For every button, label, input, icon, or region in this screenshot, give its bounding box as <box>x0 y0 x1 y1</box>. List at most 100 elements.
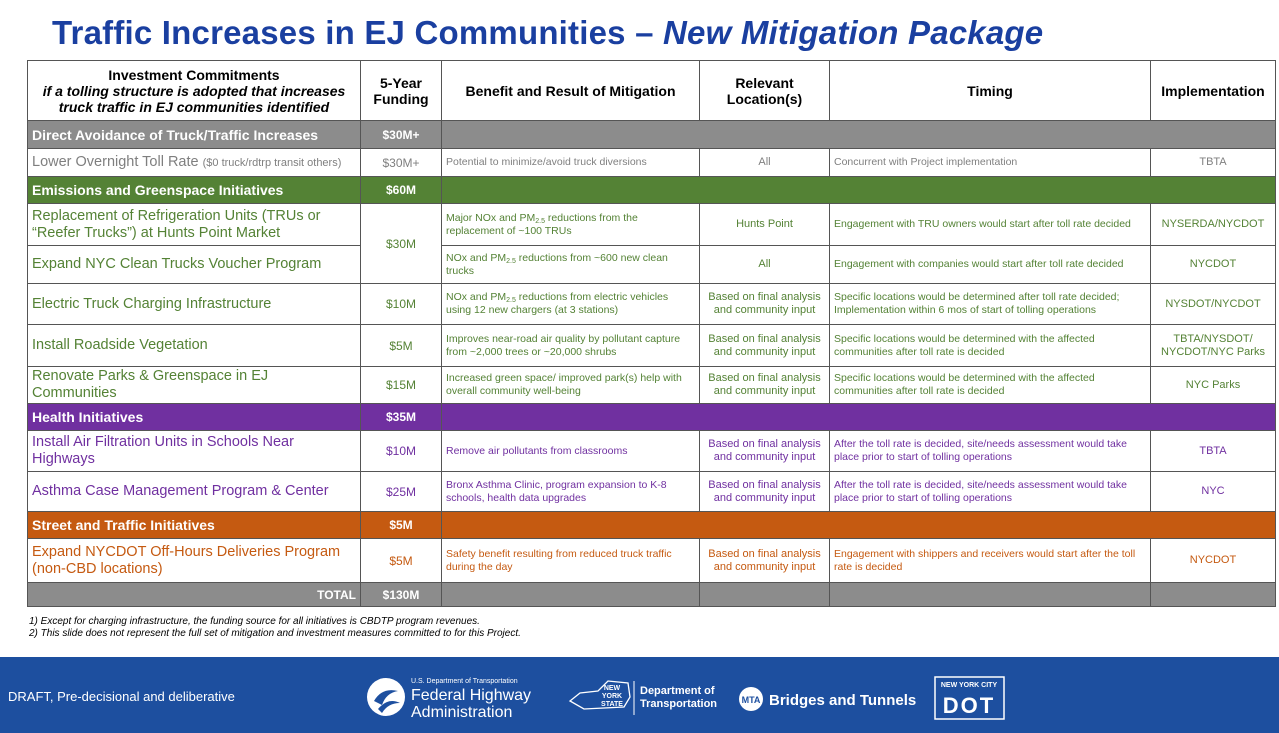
benefit: Increased green space/ improved park(s) … <box>441 366 700 404</box>
item-row: Asthma Case Management Program & Center $… <box>27 471 1276 512</box>
commitment: Install Roadside Vegetation <box>27 324 361 367</box>
subscript: 2.5 <box>506 297 516 304</box>
section-name: Health Initiatives <box>27 403 361 431</box>
benefit: NOx and PM2.5 reductions from electric v… <box>441 283 700 325</box>
commitment: Replacement of Refrigeration Units (TRUs… <box>27 203 361 246</box>
item-row: Expand NYC Clean Trucks Voucher Program N… <box>27 245 1276 284</box>
fhwa-small: U.S. Department of Transportation <box>411 678 518 685</box>
item-row: Install Roadside Vegetation $5M Improves n… <box>27 324 1276 367</box>
implementation: NYC Parks <box>1150 366 1276 404</box>
section-funding: $35M <box>360 403 442 431</box>
timing: Engagement with TRU owners would start a… <box>829 203 1151 246</box>
timing: Engagement with companies would start af… <box>829 245 1151 284</box>
commitment: Asthma Case Management Program & Center <box>27 471 361 512</box>
column-header: Timing <box>829 60 1151 121</box>
total-fill <box>441 582 700 607</box>
section-funding: $30M+ <box>360 120 442 149</box>
commitment: Lower Overnight Toll Rate ($0 truck/rdtr… <box>27 148 361 177</box>
fhwa-line1: Federal Highway <box>411 687 531 704</box>
mta-icon <box>739 687 763 711</box>
funding: $10M <box>360 430 442 472</box>
funding: $30M+ <box>360 148 442 177</box>
benefit: Major NOx and PM2.5 reductions from the … <box>441 203 700 246</box>
item-row: Replacement of Refrigeration Units (TRUs… <box>27 203 1276 284</box>
nycdot-box <box>934 676 1005 720</box>
section-fill <box>441 176 1276 204</box>
dot-text: DOT <box>943 693 995 718</box>
benefit: NOx and PM2.5 reductions from ~600 new c… <box>441 245 700 284</box>
title-text: Traffic Increases in EJ Communities – <box>52 14 663 51</box>
location: All <box>699 245 830 284</box>
item-row: Lower Overnight Toll Rate ($0 truck/rdtr… <box>27 148 1276 177</box>
nys-line1: NEW <box>604 685 621 692</box>
section-row: Emissions and Greenspace Initiatives $60M <box>27 176 1276 204</box>
commitment: Electric Truck Charging Infrastructure <box>27 283 361 325</box>
funding: $5M <box>360 538 442 583</box>
commitment: Expand NYC Clean Trucks Voucher Program <box>27 245 361 284</box>
funding: $5M <box>360 324 442 367</box>
benefit: Potential to minimize/avoid truck divers… <box>441 148 700 177</box>
mta-text: MTA <box>742 695 761 705</box>
implementation: TBTA/NYSDOT/ NYCDOT/NYC Parks <box>1150 324 1276 367</box>
location: Hunts Point <box>699 203 830 246</box>
column-header: Benefit and Result of Mitigation <box>441 60 700 121</box>
header-title: Investment Commitments <box>108 66 280 83</box>
section-funding: $5M <box>360 511 442 539</box>
subscript: 2.5 <box>535 217 546 225</box>
section-fill <box>441 120 1276 149</box>
implementation: NYCDOT <box>1150 538 1276 583</box>
funding: $10M <box>360 283 442 325</box>
commitment: Renovate Parks & Greenspace in EJ Commun… <box>27 366 361 404</box>
column-header: Relevant Location(s) <box>699 60 830 121</box>
total-label: TOTAL <box>27 582 361 607</box>
draft-label: DRAFT, Pre-decisional and deliberative <box>8 689 235 704</box>
title-emphasis: New Mitigation Package <box>663 14 1044 51</box>
implementation: NYSDOT/NYCDOT <box>1150 283 1276 325</box>
nysdot-line2: Transportation <box>640 698 717 710</box>
timing: Specific locations would be determined w… <box>829 366 1151 404</box>
header-title: Relevant Location(s) <box>726 74 803 107</box>
commitment: Install Air Filtration Units in Schools … <box>27 430 361 472</box>
mitigation-table: Investment Commitments if a tolling struc… <box>27 60 1276 607</box>
total-row: TOTAL $130M <box>27 582 1276 607</box>
nys-line3: STATE <box>601 701 623 708</box>
benefit: Remove air pollutants from classrooms <box>441 430 700 472</box>
item-row: Electric Truck Charging Infrastructure $1… <box>27 283 1276 325</box>
timing: Engagement with shippers and receivers w… <box>829 538 1151 583</box>
text-part: Major NOx and PM <box>446 211 536 224</box>
implementation: NYSERDA/NYCDOT <box>1150 203 1276 246</box>
note-line: 2) This slide does not represent the ful… <box>29 628 521 639</box>
header-title: 5-Year Funding <box>373 74 429 107</box>
benefit: Improves near-road air quality by pollut… <box>441 324 700 367</box>
implementation: TBTA <box>1150 430 1276 472</box>
nyc-text: NEW YORK CITY <box>941 682 998 689</box>
item-row: Install Air Filtration Units in Schools … <box>27 430 1276 472</box>
section-name: Street and Traffic Initiatives <box>27 511 361 539</box>
section-fill <box>441 403 1276 431</box>
note: ($0 truck/rdtrp transit others) <box>202 156 342 169</box>
logos: U.S. Department of Transportation Federa… <box>367 676 1005 721</box>
location: Based on final analysis and community in… <box>699 471 830 512</box>
header-title: Benefit and Result of Mitigation <box>465 82 676 99</box>
section-funding: $60M <box>360 176 442 204</box>
benefit: Bronx Asthma Clinic, program expansion t… <box>441 471 700 512</box>
fhwa-swoosh <box>374 690 400 713</box>
benefit: Safety benefit resulting from reduced tr… <box>441 538 700 583</box>
header-title: Implementation <box>1161 82 1265 99</box>
funding: $15M <box>360 366 442 404</box>
location: Based on final analysis and community in… <box>699 430 830 472</box>
header-row: Investment Commitments if a tolling struc… <box>27 60 1276 121</box>
nys-line2: YORK <box>602 693 622 700</box>
location: Based on final analysis and community in… <box>699 538 830 583</box>
total-funding: $130M <box>360 582 442 607</box>
section-name: Emissions and Greenspace Initiatives <box>27 176 361 204</box>
text-part: reductions from the replacement of ~100 … <box>446 211 638 237</box>
implementation: NYC <box>1150 471 1276 512</box>
header-title: Timing <box>967 82 1013 99</box>
item-row: Renovate Parks & Greenspace in EJ Commun… <box>27 366 1276 404</box>
location: Based on final analysis and community in… <box>699 283 830 325</box>
section-fill <box>441 511 1276 539</box>
section-row: Street and Traffic Initiatives $5M <box>27 511 1276 539</box>
text-part: NOx and PM <box>446 251 507 264</box>
